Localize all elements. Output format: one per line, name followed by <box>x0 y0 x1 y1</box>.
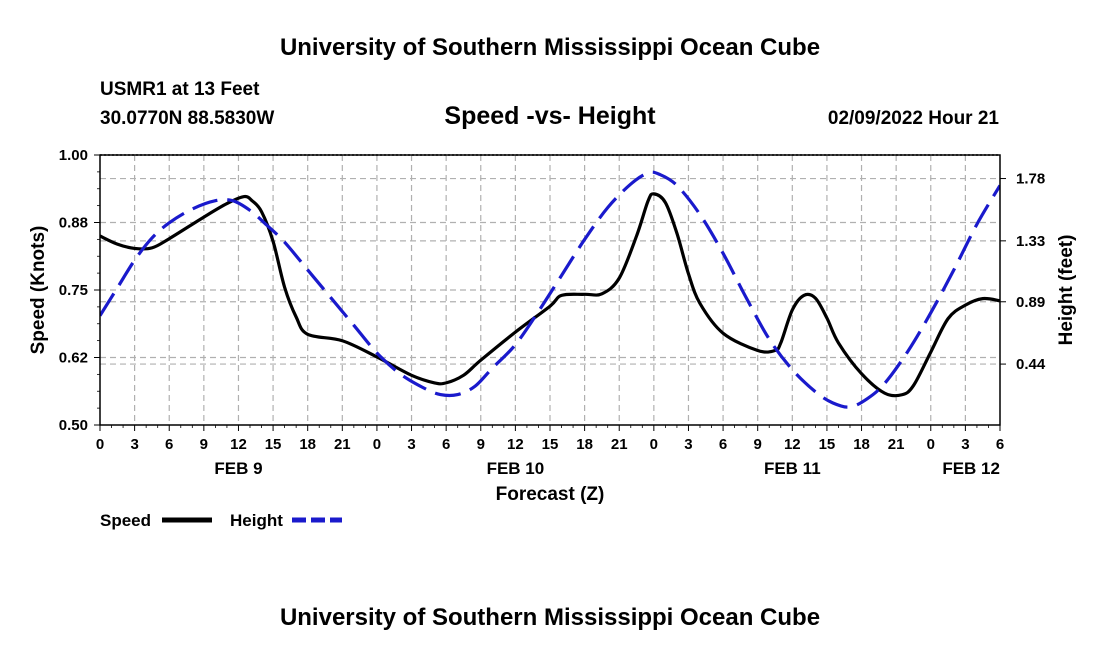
y-right-tick-label: 0.44 <box>1016 356 1046 373</box>
chart-title: Speed -vs- Height <box>444 102 656 130</box>
x-tick-label: 3 <box>130 436 138 453</box>
x-tick-label: 18 <box>299 436 316 453</box>
x-tick-label: 15 <box>819 436 836 453</box>
date-label: FEB 10 <box>487 459 545 478</box>
y-right-tick-label: 1.78 <box>1016 171 1045 188</box>
x-tick-label: 21 <box>334 436 351 453</box>
main-title: University of Southern Mississippi Ocean… <box>280 34 820 61</box>
legend-height-label: Height <box>230 511 283 530</box>
date-label: FEB 9 <box>214 459 262 478</box>
x-tick-label: 9 <box>477 436 485 453</box>
x-tick-label: 15 <box>542 436 559 453</box>
series-layer <box>100 170 1000 409</box>
x-tick-label: 9 <box>200 436 208 453</box>
footer-title: University of Southern Mississippi Ocean… <box>280 604 820 631</box>
y-right-tick-label: 0.89 <box>1016 294 1045 311</box>
x-tick-label: 0 <box>927 436 935 453</box>
x-tick-label: 0 <box>373 436 381 453</box>
x-tick-label: 6 <box>719 436 727 453</box>
x-tick-label: 3 <box>684 436 692 453</box>
legend-speed-label: Speed <box>100 511 151 530</box>
x-tick-label: 9 <box>754 436 762 453</box>
date-label: FEB 12 <box>942 459 1000 478</box>
x-tick-label: 3 <box>961 436 969 453</box>
station-label: USMR1 at 13 Feet <box>100 79 260 100</box>
y-right-axis-label: Height (feet) <box>1056 235 1077 346</box>
x-axis-label: Forecast (Z) <box>496 484 605 505</box>
y-tick-label: 1.00 <box>59 147 88 164</box>
height-series-line <box>100 170 1000 409</box>
legend: Speed Height <box>100 511 342 530</box>
y-tick-label: 0.88 <box>59 215 88 232</box>
station-coords: 30.0770N 88.5830W <box>100 108 274 129</box>
axes: 0 3 6 9 12 15 18 21 0 3 6 9 12 15 18 21 0 3 6 9 12 15 18 21 0 3 6 1… <box>59 147 1046 478</box>
x-tick-label: 6 <box>165 436 173 453</box>
x-tick-label: 15 <box>265 436 282 453</box>
x-tick-label: 0 <box>650 436 658 453</box>
y-axis-label: Speed (Knots) <box>28 226 49 355</box>
grid <box>100 154 1000 425</box>
forecast-datetime: 02/09/2022 Hour 21 <box>828 108 1000 129</box>
x-tick-label: 0 <box>96 436 104 453</box>
y-tick-label: 0.75 <box>59 282 88 299</box>
x-tick-label: 6 <box>442 436 450 453</box>
x-tick-label: 3 <box>407 436 415 453</box>
x-tick-label: 21 <box>888 436 905 453</box>
date-label: FEB 11 <box>764 459 821 478</box>
y-tick-label: 0.62 <box>59 350 88 367</box>
x-tick-label: 12 <box>784 436 801 453</box>
x-tick-label: 18 <box>853 436 870 453</box>
speed-series-line <box>100 192 1000 398</box>
x-tick-label: 12 <box>507 436 524 453</box>
y-tick-label: 0.50 <box>59 417 88 434</box>
x-tick-label: 21 <box>611 436 628 453</box>
x-tick-label: 12 <box>230 436 247 453</box>
x-tick-label: 6 <box>996 436 1004 453</box>
x-tick-label: 18 <box>576 436 593 453</box>
y-right-tick-label: 1.33 <box>1016 233 1045 250</box>
